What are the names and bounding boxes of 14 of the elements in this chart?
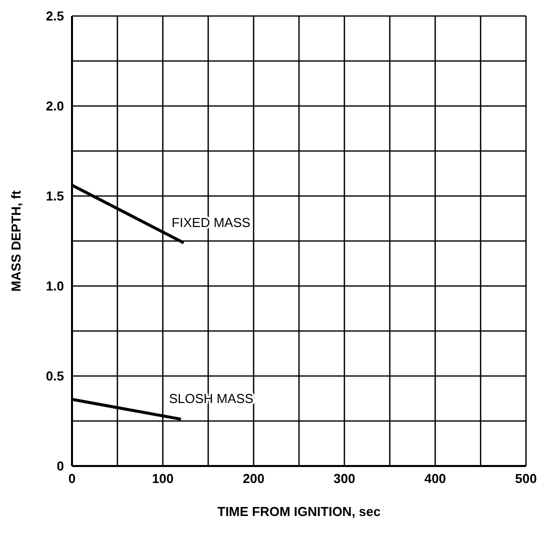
y-axis-title: MASS DEPTH, ft <box>8 190 24 292</box>
y-tick-label: 2.5 <box>46 8 64 24</box>
x-tick-label: 200 <box>242 471 264 486</box>
x-axis-title: TIME FROM IGNITION, sec <box>217 504 381 519</box>
y-tick-label: 0 <box>56 458 64 474</box>
x-tick-label: 500 <box>515 471 537 486</box>
x-tick-label: 400 <box>424 471 446 486</box>
y-tick-label: 0.5 <box>46 368 64 384</box>
y-tick-label: 2.0 <box>46 98 64 114</box>
x-tick-label: 0 <box>68 471 76 486</box>
x-tick-label: 300 <box>334 471 356 486</box>
y-tick-label: 1.5 <box>46 188 64 204</box>
y-tick-label: 1.0 <box>46 278 64 294</box>
x-tick-label: 100 <box>152 471 174 486</box>
